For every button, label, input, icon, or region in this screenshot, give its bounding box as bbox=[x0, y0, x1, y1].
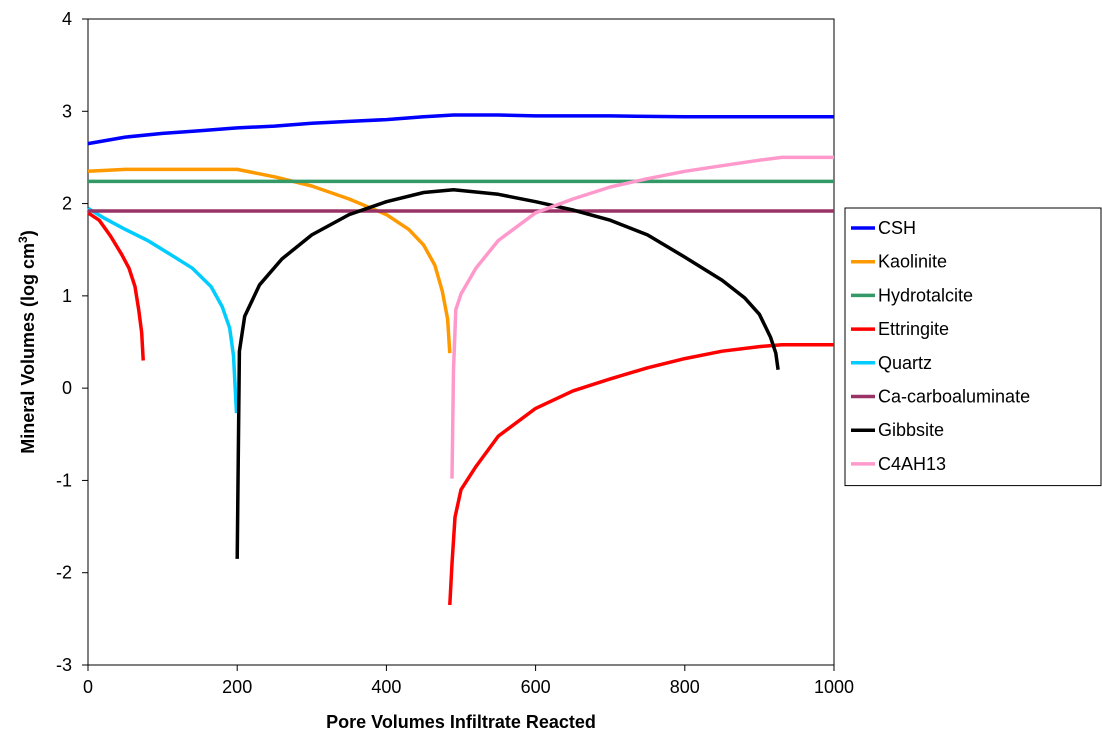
legend-label-ettringite: Ettringite bbox=[878, 319, 949, 339]
series-line-gibbsite bbox=[235, 187, 780, 559]
series-line-csh bbox=[87, 113, 834, 146]
axes-group: 0 200 400 600 800 1000 -3 -2 -1 0 1 2 3 4 bbox=[56, 9, 854, 697]
series-group bbox=[87, 113, 834, 606]
legend: CSH Kaolinite Hydrotalcite Ettringite Quartz… bbox=[844, 207, 1102, 487]
x-tick-label: 800 bbox=[670, 677, 700, 697]
y-tick-label: 4 bbox=[62, 9, 72, 29]
series-line-quartz bbox=[87, 206, 239, 414]
y-tick-label: 2 bbox=[62, 194, 72, 214]
series-line-c4ah13 bbox=[450, 155, 834, 479]
y-axis-title-main: Mineral Volumes (log cm bbox=[18, 243, 38, 454]
legend-label-hydrotalcite: Hydrotalcite bbox=[878, 285, 973, 305]
legend-label-gibbsite: Gibbsite bbox=[878, 420, 944, 440]
x-tick-label: 0 bbox=[83, 677, 93, 697]
y-tick-label: 1 bbox=[62, 286, 72, 306]
series-line-ettringite-regrowth bbox=[448, 343, 834, 606]
legend-label-kaolinite: Kaolinite bbox=[878, 252, 947, 272]
series-line-ettringite bbox=[87, 211, 145, 361]
y-tick-label: -1 bbox=[56, 470, 72, 490]
legend-label-quartz: Quartz bbox=[878, 353, 932, 373]
plot-border bbox=[87, 18, 835, 666]
legend-label-csh: CSH bbox=[878, 218, 916, 238]
legend-label-c4ah13: C4AH13 bbox=[878, 454, 946, 474]
series-line-kaolinite bbox=[87, 167, 452, 354]
y-axis-title: Mineral Volumes (log cm3) bbox=[16, 230, 38, 453]
x-tick-label: 200 bbox=[222, 677, 252, 697]
plot-area bbox=[87, 18, 835, 666]
x-tick-label: 400 bbox=[371, 677, 401, 697]
y-tick-label: -2 bbox=[56, 563, 72, 583]
x-tick-label: 1000 bbox=[814, 677, 854, 697]
legend-box bbox=[844, 207, 1102, 487]
y-axis-title-tail: ) bbox=[18, 230, 38, 236]
y-tick-label: 3 bbox=[62, 101, 72, 121]
y-tick-label: 0 bbox=[62, 378, 72, 398]
legend-label-ca-carboaluminate: Ca-carboaluminate bbox=[878, 387, 1030, 407]
x-tick-label: 600 bbox=[521, 677, 551, 697]
y-tick-label: -3 bbox=[56, 655, 72, 675]
x-axis-title: Pore Volumes Infiltrate Reacted bbox=[326, 712, 596, 732]
y-axis-title-superscript: 3 bbox=[16, 236, 30, 243]
